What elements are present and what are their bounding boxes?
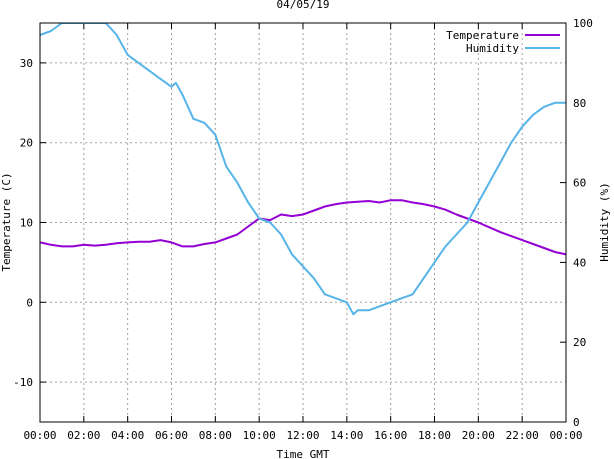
- y2-axis-label: Humidity (%): [598, 182, 611, 261]
- x-tick-label: 00:00: [23, 429, 56, 442]
- chart-title: 04/05/19: [277, 0, 330, 11]
- x-tick-label: 20:00: [462, 429, 495, 442]
- x-tick-label: 18:00: [418, 429, 451, 442]
- series-line-humidity: [40, 23, 566, 316]
- y-tick-label: 30: [20, 57, 33, 70]
- x-tick-label: 12:00: [286, 429, 319, 442]
- x-tick-label: 06:00: [155, 429, 188, 442]
- x-tick-label: 04:00: [111, 429, 144, 442]
- grid: [40, 23, 566, 422]
- x-tick-label: 16:00: [374, 429, 407, 442]
- y2-tick-label: 60: [573, 177, 586, 190]
- y-tick-label: -10: [13, 376, 33, 389]
- legend-label-humidity: Humidity: [466, 42, 519, 55]
- plot-frame: [39, 22, 567, 423]
- y-tick-label: 20: [20, 137, 33, 150]
- x-tick-label: 08:00: [199, 429, 232, 442]
- x-axis-label: Time GMT: [277, 448, 330, 459]
- y2-tick-label: 20: [573, 336, 586, 349]
- series-lines: [40, 23, 566, 316]
- y2-tick-label: 40: [573, 256, 586, 269]
- series-line-temperature: [40, 199, 566, 256]
- y-tick-label: 10: [20, 217, 33, 230]
- x-tick-label: 14:00: [330, 429, 363, 442]
- tick-labels: 00:00 02:00 04:00 06:00 08:00 10:00 12:00 14:00…: [13, 17, 593, 442]
- y2-tick-label: 0: [573, 416, 580, 429]
- legend-label-temperature: Temperature: [446, 29, 519, 42]
- x-tick-label: 02:00: [67, 429, 100, 442]
- x-tick-label: 00:00: [549, 429, 582, 442]
- y2-tick-label: 80: [573, 97, 586, 110]
- x-tick-label: 22:00: [506, 429, 539, 442]
- y-axis-label: Temperature (C): [0, 172, 13, 271]
- axis-ticks: [39, 22, 567, 423]
- y-tick-label: 0: [26, 296, 33, 309]
- legend: Temperature Humidity: [446, 29, 560, 55]
- x-tick-label: 10:00: [243, 429, 276, 442]
- y2-tick-label: 100: [573, 17, 593, 30]
